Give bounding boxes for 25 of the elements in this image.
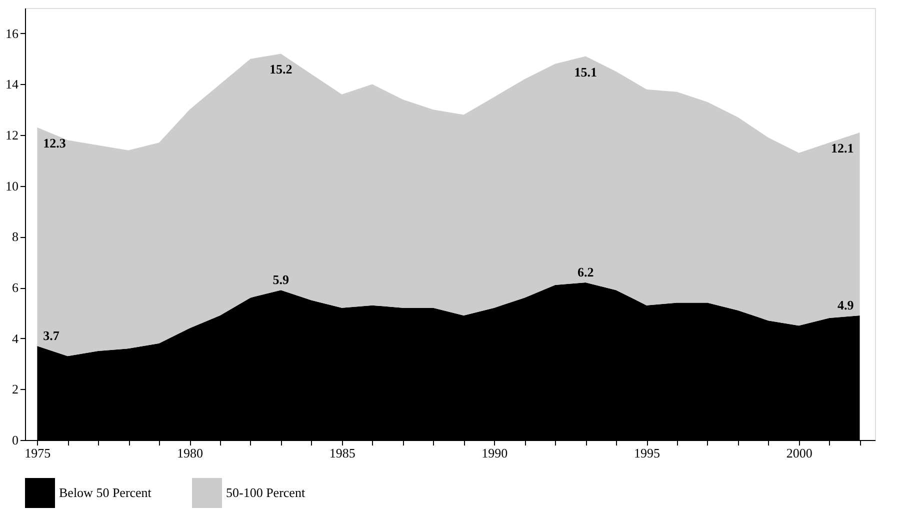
y-tick-label: 16 [6, 26, 19, 41]
y-tick-label: 6 [12, 280, 19, 296]
legend-label: Below 50 Percent [59, 485, 152, 500]
annotation: 12.3 [43, 135, 66, 150]
annotation: 15.1 [574, 64, 597, 80]
legend-label: 50-100 Percent [226, 485, 306, 500]
annotation: 5.9 [272, 272, 290, 288]
annotation: 3.7 [43, 328, 60, 343]
y-tick-label: 14 [6, 76, 19, 92]
x-tick-label: 1990 [482, 446, 508, 460]
y-tick-label: 12 [6, 128, 18, 143]
y-tick-label: 0 [12, 432, 18, 448]
annotation: 4.9 [838, 297, 854, 312]
y-tick-label: 8 [12, 229, 18, 244]
annotation: 6.2 [577, 264, 594, 280]
annotation: 12.1 [831, 140, 854, 156]
y-tick-label: 10 [6, 178, 18, 194]
x-tick-label: 2000 [786, 446, 812, 460]
x-tick-label: 1980 [177, 446, 204, 460]
y-tick-label: 2 [12, 382, 18, 397]
x-tick-label: 1975 [24, 446, 51, 460]
x-tick-label: 1985 [329, 446, 356, 460]
annotation: 15.2 [270, 62, 292, 77]
y-tick-label: 4 [12, 330, 19, 346]
x-tick-label: 1995 [634, 446, 660, 460]
